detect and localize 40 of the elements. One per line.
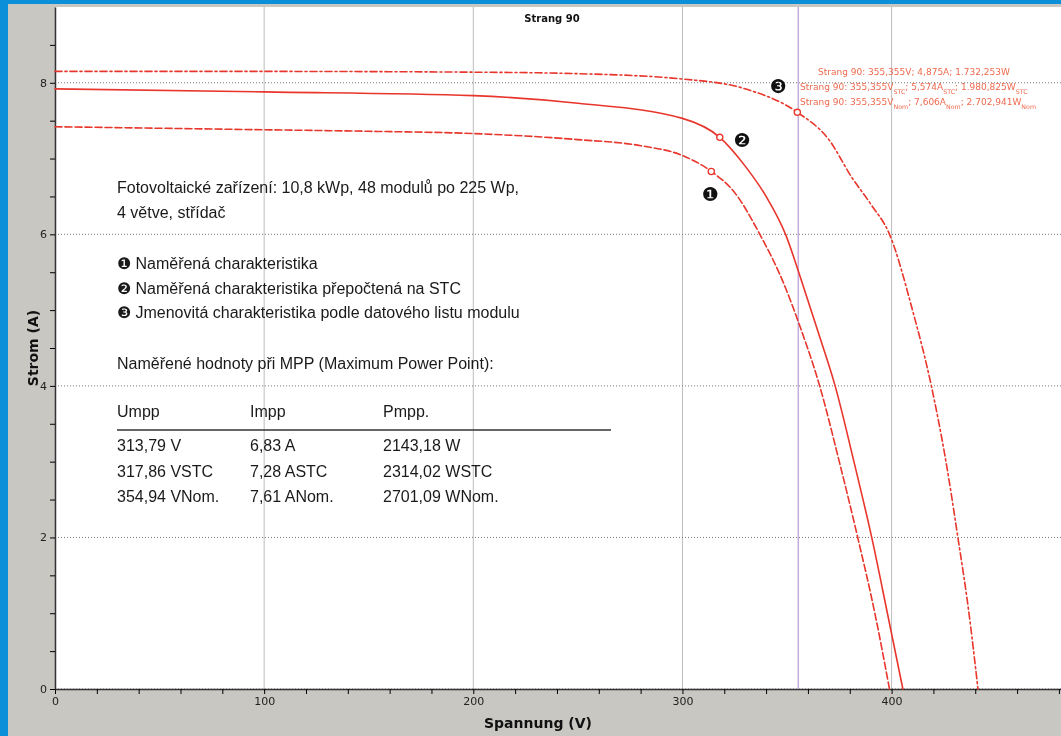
x-axis-title: Spannung (V) [484,715,592,731]
annotation: 317,86 VSTC [117,463,214,480]
text: Strang 90 [524,13,580,24]
y-tick-label: 8 [40,76,47,90]
point [707,167,716,176]
annotation: Umpp [117,403,160,420]
x-tick-label: 300 [672,694,694,708]
annotation: Strang 90: 355,355V; 4,875A; 1.732,253W [818,67,1010,77]
x-tick-label: 400 [881,694,903,708]
point [716,133,724,142]
y-tick-label: 6 [40,228,47,242]
annotation: ❷ [733,128,751,151]
annotation: ❸ Jmenovitá charakteristika podle datového listu modulu [117,304,520,321]
annotation: Strang 90: 355,355V$_{Nom}$; 7,606A$_{Nom}$; 2.702,941W$_{Nom}$ [800,97,1037,110]
y-tick-label: 0 [40,683,47,697]
annotation: 354,94 VNom. [117,488,220,505]
annotation: ❶ Naměřená charakteristika [117,255,318,272]
annotation: ❶ [701,182,719,205]
y-axis-title: Strom (A) [25,309,41,387]
annotation: 6,83 A [250,437,296,454]
x-tick-label: 0 [52,694,59,708]
annotation: 4 větve, střídač [117,204,226,221]
annotation: Impp [250,403,286,420]
annotation: Fotovoltaické zařízení: 10,8 kWp, 48 modulů po 225 Wp, [117,179,519,196]
y-tick-label: 2 [40,531,47,545]
annotation: 2143,18 W [383,437,462,454]
annotation: Strang 90: 355,355V$_{STC}$; 5,574A$_{STC}$; 1.980,825W$_{STC}$ [800,82,1029,95]
x-tick-label: 100 [254,694,276,708]
annotation: Naměřené hodnoty při MPP (Maximum Power Point): [117,355,494,372]
annotation: 313,79 V [117,437,182,454]
x-tick-label: 200 [463,694,485,708]
annotation: ❷ Naměřená charakteristika přepočtená na STC [117,280,461,297]
y-tick-label: 4 [40,379,47,393]
annotation: 7,28 ASTC [250,463,328,480]
annotation: ❸ [769,74,787,97]
annotation: 2701,09 WNom. [383,488,499,505]
annotation: 2314,02 WSTC [383,463,493,480]
point [793,108,802,117]
annotation: Pmpp. [383,403,430,420]
annotation: 7,61 ANom. [250,488,334,505]
